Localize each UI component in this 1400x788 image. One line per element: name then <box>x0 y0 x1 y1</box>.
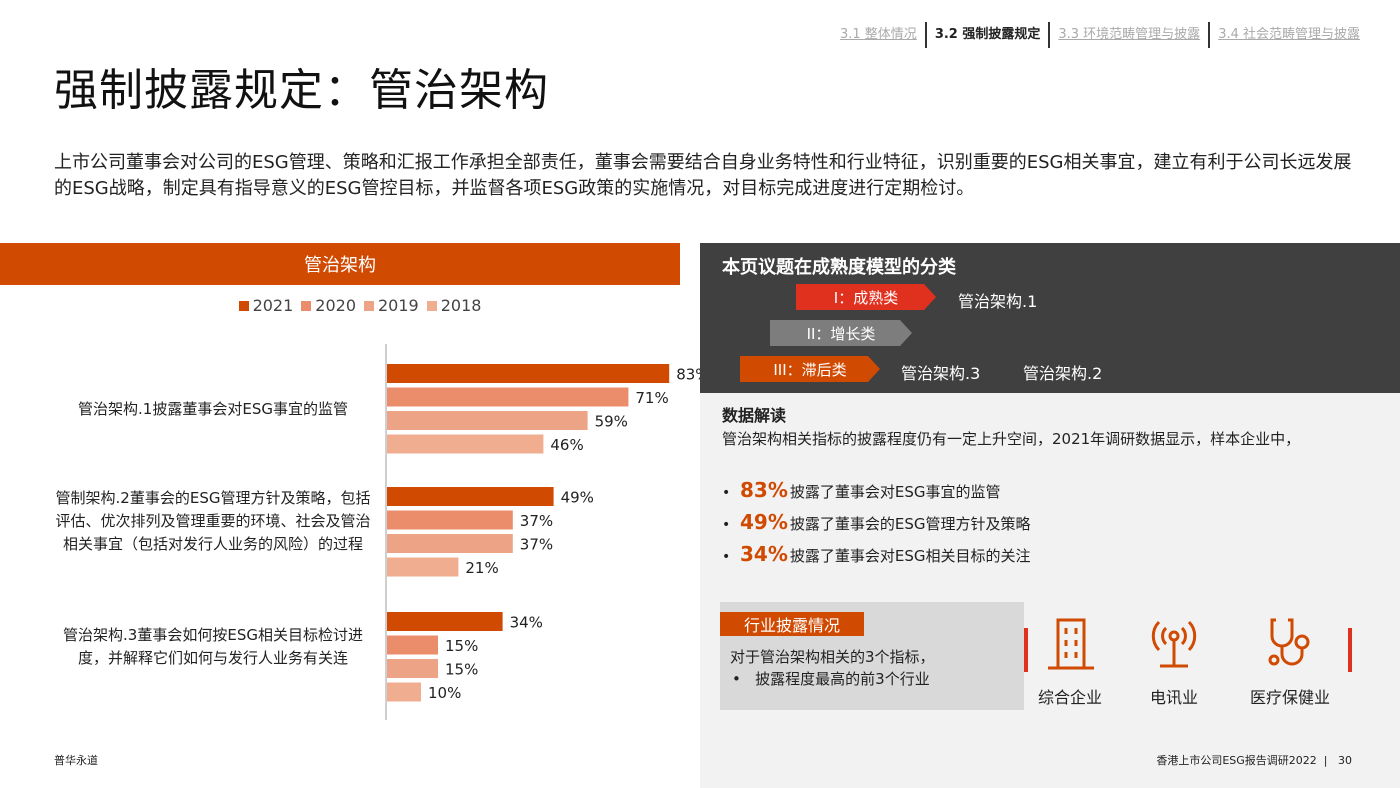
bullet-dot: • <box>722 517 731 533</box>
bar-2019 <box>387 534 513 553</box>
divider-bar <box>1024 628 1028 672</box>
industry-line: • 披露程度最高的前3个行业 <box>732 670 930 688</box>
interpretation-title: 数据解读 <box>722 406 787 425</box>
nav-divider <box>924 22 927 48</box>
finding-percent: 83% <box>740 478 788 502</box>
chart-header: 管治架构 <box>0 243 680 285</box>
level-growth-chevron: II：增长类 <box>770 320 912 346</box>
maturity-title: 本页议题在成熟度模型的分类 <box>722 257 956 278</box>
nav-divider <box>1208 22 1211 48</box>
bar-2021 <box>387 487 554 506</box>
level-mature-chevron: I：成熟类 <box>796 284 936 310</box>
bar-value-label: 15% <box>445 661 478 679</box>
footer-sep: | <box>1320 754 1335 767</box>
industry-tag: 行业披露情况 <box>720 612 864 636</box>
industry-label: 综合企业 <box>1037 688 1102 707</box>
bar-value-label: 83% <box>676 366 700 384</box>
industry-label: 电讯业 <box>1149 688 1198 707</box>
industry-text: 对于管治架构相关的3个指标， • 披露程度最高的前3个行业 <box>730 646 935 690</box>
bar-2019 <box>387 411 588 430</box>
level-mature-item: 管治架构.1 <box>958 292 1038 311</box>
stethoscope-icon <box>1268 618 1310 666</box>
footer-report-title: 香港上市公司ESG报告调研2022 <box>1156 754 1317 767</box>
building-icon <box>1048 618 1094 670</box>
industry-line-text: 披露程度最高的前3个行业 <box>755 670 930 688</box>
legend-swatch <box>238 300 249 311</box>
legend-item: 2018 <box>426 296 482 315</box>
bar-2019 <box>387 659 438 678</box>
divider-bar <box>1348 628 1352 672</box>
bar-value-label: 59% <box>595 413 628 431</box>
tab-social[interactable]: 3.4 社会范畴管理与披露 <box>1218 27 1360 42</box>
bar-2020 <box>387 510 513 530</box>
bar-value-label: 21% <box>465 559 498 577</box>
footer-brand: 普华永道 <box>54 754 98 767</box>
bar-2020 <box>387 635 438 655</box>
bar-2021 <box>387 364 670 383</box>
interpretation-body: 管治架构相关指标的披露程度仍有一定上升空间，2021年调研数据显示，样本企业中， <box>722 430 1301 448</box>
bar-value-label: 34% <box>510 614 543 632</box>
finding-text: 披露了董事会对ESG事宜的监管 <box>789 483 1001 501</box>
bar-2021 <box>387 612 503 631</box>
footer-report: 香港上市公司ESG报告调研2022 | 30 <box>1156 752 1352 768</box>
bullet-dot: • <box>722 485 731 501</box>
interpretation-panel <box>700 393 1400 788</box>
level-lagging-item: 管治架构.3 <box>901 364 981 383</box>
finding-percent: 49% <box>740 510 788 534</box>
level-lagging-item: 管治架构.2 <box>1023 364 1103 383</box>
legend-item: 2019 <box>364 296 419 315</box>
bar-chart: 83% 71% 59% 46% 49% 37% 37% 21% 34% 15% 15% 10% <box>385 344 700 720</box>
legend-swatch <box>364 300 374 311</box>
category-label: 管治架构.1披露董事会对ESG事宜的监管 <box>78 400 348 418</box>
intro-paragraph: 上市公司董事会对公司的ESG管理、策略和汇报工作承担全部责任，董事会需要结合自身… <box>54 152 1352 199</box>
industry-line: 对于管治架构相关的3个指标， <box>730 648 935 666</box>
legend-label: 2018 <box>440 296 482 315</box>
antenna-icon <box>1151 620 1197 668</box>
legend-swatch <box>426 300 437 311</box>
legend-item: 2020 <box>301 296 356 315</box>
bar-value-label: 37% <box>520 512 553 530</box>
industry-label: 医疗保健业 <box>1249 688 1330 707</box>
legend-label: 2020 <box>315 296 356 315</box>
bar-2020 <box>387 387 629 407</box>
bar-value-label: 71% <box>635 389 668 407</box>
bar-value-label: 46% <box>550 436 583 454</box>
finding-bullet: • 49% 披露了董事会的ESG管理方针及策略 <box>722 510 1031 534</box>
chart-legend: 2021 2020 2019 2018 <box>0 296 720 315</box>
tab-mandatory-disclosure[interactable]: 3.2 强制披露规定 <box>934 27 1041 42</box>
page-number: 30 <box>1338 754 1352 767</box>
nav-divider <box>1048 22 1051 48</box>
category-label: 管治架构.3董事会如何按ESG相关目标检讨进度，并解释它们如何与发行人业务有关连 <box>63 626 363 667</box>
section-nav: 3.1 整体情况 3.2 强制披露规定 3.3 环境范畴管理与披露 3.4 社会… <box>832 22 1368 48</box>
finding-percent: 34% <box>740 542 788 566</box>
page-title: 强制披露规定：管治架构 <box>54 65 549 116</box>
level-lagging-chevron: III：滞后类 <box>740 356 880 382</box>
tab-environmental[interactable]: 3.3 环境范畴管理与披露 <box>1058 27 1201 42</box>
bar-value-label: 10% <box>428 684 461 702</box>
finding-bullet: • 83% 披露了董事会对ESG事宜的监管 <box>722 478 1001 502</box>
category-label: 管制架构.2董事会的ESG管理方针及策略，包括评估、优次排列及管理重要的环境、社… <box>55 489 371 553</box>
bar-value-label: 49% <box>561 489 594 507</box>
tab-overview[interactable]: 3.1 整体情况 <box>840 27 917 42</box>
legend-item: 2021 <box>238 296 294 315</box>
bar-value-label: 15% <box>445 637 478 655</box>
bar-2018 <box>387 557 459 577</box>
bullet-dot: • <box>722 549 731 565</box>
finding-bullet: • 34% 披露了董事会对ESG相关目标的关注 <box>722 542 1031 566</box>
finding-text: 披露了董事会对ESG相关目标的关注 <box>789 547 1031 565</box>
bar-2018 <box>387 682 421 702</box>
legend-label: 2021 <box>252 296 294 315</box>
legend-swatch <box>301 300 312 311</box>
legend-label: 2019 <box>378 296 419 315</box>
finding-text: 披露了董事会的ESG管理方针及策略 <box>789 515 1031 533</box>
bar-2018 <box>387 434 544 454</box>
bar-value-label: 37% <box>520 536 553 554</box>
